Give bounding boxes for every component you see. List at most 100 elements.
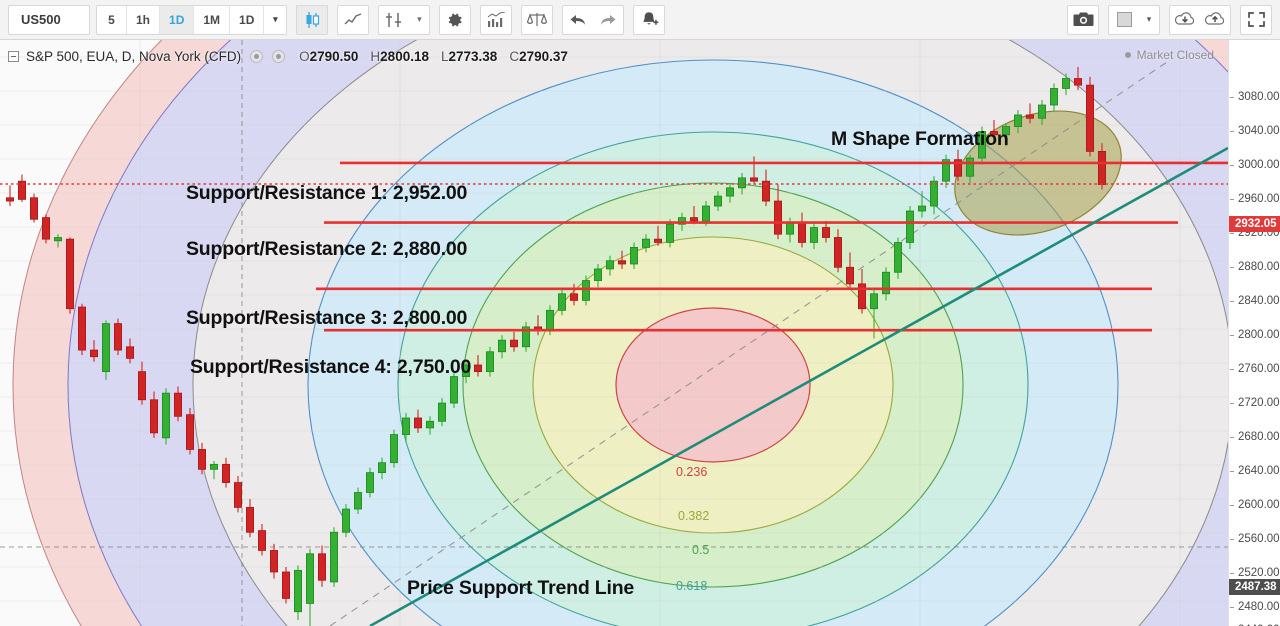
cloud-save-icon[interactable]: [1200, 6, 1230, 34]
price-tick: 2840.00: [1229, 294, 1280, 308]
candle: [485, 346, 494, 377]
indicators-bars-icon[interactable]: [481, 6, 511, 34]
price-tick: 2960.00: [1229, 192, 1280, 206]
tick-dash-icon: [1230, 164, 1234, 166]
market-status-dot-icon: [1124, 52, 1131, 58]
cloud-load-icon[interactable]: [1170, 6, 1200, 34]
ohlc-open-key: O: [299, 48, 310, 64]
ohlc-low-key: L: [440, 48, 449, 64]
tick-dash-icon: [1230, 266, 1234, 268]
candle: [1014, 109, 1023, 134]
chart-title: S&P 500, EUA, D, Nova York (CFD): [26, 48, 242, 64]
price-tick-label: 2520.00: [1238, 567, 1280, 579]
price-tick-label: 2760.00: [1238, 363, 1280, 375]
annotation-sr2: Support/Resistance 2: 2,880.00: [186, 238, 468, 260]
chart-canvas[interactable]: S&P 500, EUA, D, Nova York (CFD) O2790.5…: [0, 40, 1228, 626]
line-chart-group: [337, 4, 370, 35]
tick-dash-icon: [1230, 130, 1234, 132]
swatch-caret-icon[interactable]: ▾: [1146, 14, 1152, 24]
candle: [858, 268, 867, 314]
fib-level-label: 0.618: [676, 579, 708, 593]
candle: [66, 237, 75, 314]
camera-snapshot-icon[interactable]: [1068, 6, 1098, 34]
interval-1m[interactable]: 1M: [194, 5, 231, 34]
interval-1d-active[interactable]: 1D: [160, 5, 195, 34]
color-swatch-icon[interactable]: [1109, 6, 1139, 34]
price-tick: 2600.00: [1229, 498, 1280, 512]
candle: [822, 220, 831, 243]
alert-bell-icon[interactable]: [634, 6, 664, 34]
annotation-sr4: Support/Resistance 4: 2,750.00: [190, 356, 472, 378]
candle: [6, 185, 14, 207]
tick-dash-icon: [1230, 232, 1234, 234]
candle: [293, 565, 302, 620]
ohlc-values: O2790.50 H2800.18 L2773.38 C2790.37: [299, 49, 580, 64]
fullscreen-icon[interactable]: [1241, 6, 1271, 34]
candlestick-chart-icon[interactable]: [297, 5, 328, 34]
redo-arrow-icon[interactable]: [593, 6, 623, 34]
legend-settings-icon[interactable]: [272, 49, 286, 63]
candle: [606, 255, 615, 276]
interval-1d[interactable]: 1D: [230, 5, 265, 34]
symbol-label: US500: [21, 12, 61, 27]
candle: [233, 475, 242, 513]
price-tick-label: 3000.00: [1238, 159, 1280, 171]
candle: [882, 267, 891, 301]
candle: [509, 331, 518, 352]
tick-dash-icon: [1230, 96, 1234, 98]
undo-redo-group: [562, 4, 625, 35]
interval-5[interactable]: 5: [97, 5, 127, 34]
interval-dropdown-caret-icon[interactable]: ▾: [264, 5, 287, 34]
line-chart-icon[interactable]: [338, 6, 368, 34]
candle: [738, 172, 747, 195]
settings-gear-icon[interactable]: [440, 6, 470, 34]
fib-level-label: 0.382: [678, 509, 710, 523]
chart-style-caret-icon[interactable]: ▾: [417, 14, 422, 24]
interval-1h[interactable]: 1h: [127, 5, 161, 34]
candle: [558, 288, 567, 316]
candle: [666, 219, 675, 248]
symbol-input[interactable]: US500: [8, 4, 90, 35]
candle: [257, 523, 266, 556]
tick-dash-icon: [1230, 300, 1234, 302]
chart-legend: S&P 500, EUA, D, Nova York (CFD) O2790.5…: [8, 46, 580, 66]
tick-dash-icon: [1230, 402, 1234, 404]
candle: [365, 467, 374, 498]
candle: [449, 371, 458, 409]
price-tick-label: 2840.00: [1238, 295, 1280, 307]
price-tick-label: 2960.00: [1238, 193, 1280, 205]
compare-scales-icon[interactable]: [522, 6, 552, 34]
candle: [1038, 100, 1047, 125]
price-tick: 2560.00: [1229, 532, 1280, 546]
price-support-trend-line: [369, 146, 1228, 626]
settings-group: [439, 4, 472, 35]
crosshair-guides: [0, 40, 1228, 626]
candle: [126, 338, 135, 364]
tick-dash-icon: [1230, 504, 1234, 506]
candle: [942, 154, 951, 188]
candle: [413, 409, 422, 433]
candle: [197, 442, 206, 475]
candle: [29, 193, 38, 223]
candlestick-series: [6, 66, 1107, 626]
indicators-icon[interactable]: [379, 6, 409, 34]
support-resistance-lines: [316, 161, 1228, 332]
candle: [401, 413, 410, 443]
candle: [618, 250, 627, 269]
fib-level-label: 0.236: [676, 465, 708, 479]
candle: [966, 154, 975, 183]
bars-indicator-group: [480, 4, 513, 35]
ohlc-low-value: 2773.38: [448, 48, 498, 64]
price-tick-label: 2720.00: [1238, 397, 1280, 409]
candle: [978, 126, 987, 165]
candle: [726, 182, 735, 203]
price-tick-label: 2880.00: [1238, 261, 1280, 273]
undo-arrow-icon[interactable]: [563, 6, 593, 34]
collapse-legend-icon[interactable]: [8, 50, 19, 62]
legend-visibility-icon[interactable]: [250, 49, 264, 63]
candle: [221, 457, 230, 488]
price-tick: 2480.00: [1229, 600, 1280, 614]
market-status-label: Market Closed: [1136, 48, 1214, 62]
compare-group: [521, 4, 554, 35]
price-axis[interactable]: 3080.00 3040.00 3000.00 2960.00 2920.00 2880.…: [1228, 40, 1280, 626]
